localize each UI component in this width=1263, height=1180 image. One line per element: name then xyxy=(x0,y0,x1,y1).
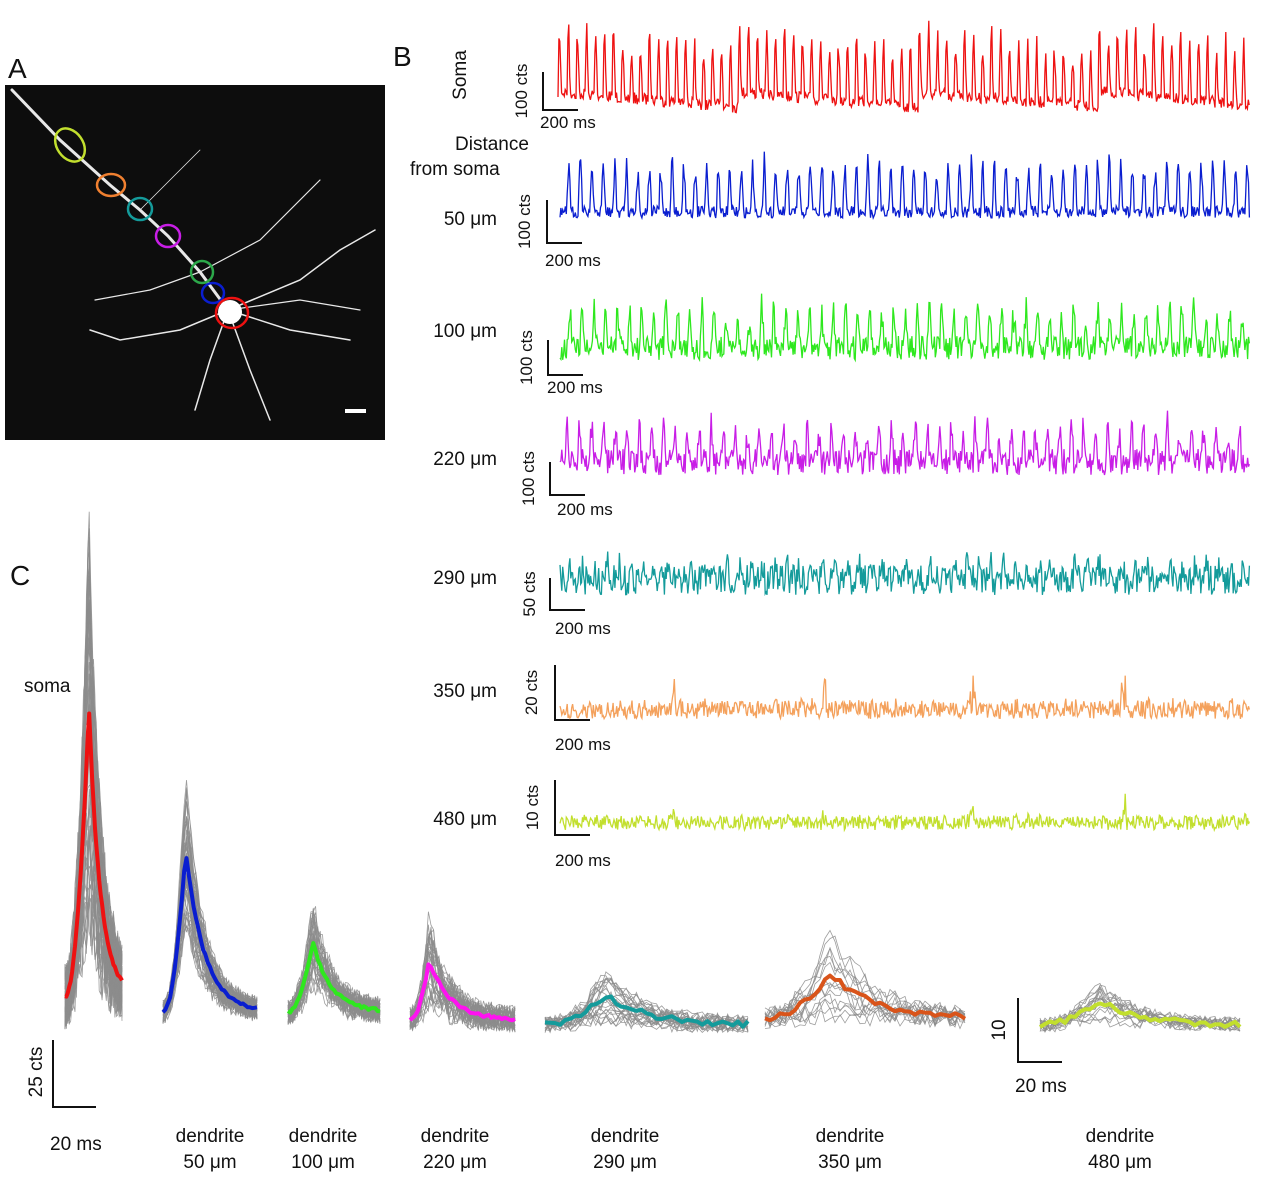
scale-bar xyxy=(554,780,590,836)
scale-y-label: 100 cts xyxy=(512,64,531,119)
trace-label: 220 μm xyxy=(423,1152,487,1173)
scale-bar xyxy=(549,578,585,611)
trace-label: dendrite xyxy=(289,1126,358,1147)
mean-trace xyxy=(161,856,258,1014)
scale-bar xyxy=(52,1040,96,1108)
trial-trace xyxy=(764,935,966,1027)
trace xyxy=(559,793,1251,833)
trial-trace xyxy=(764,993,966,1028)
trace-label: dendrite xyxy=(591,1126,660,1147)
trial-trace xyxy=(287,933,381,1024)
mean-trace xyxy=(408,962,516,1023)
distance-header: Distance xyxy=(455,134,529,155)
trace xyxy=(559,293,1251,363)
scale-y-label: 10 xyxy=(989,1019,1010,1040)
scale-y-label: 100 cts xyxy=(515,194,534,249)
scale-y-label: 100 cts xyxy=(519,451,538,506)
trial-trace xyxy=(544,971,749,1032)
row-label: Soma xyxy=(450,50,471,100)
trace-label: 290 μm xyxy=(593,1152,657,1173)
mean-trace xyxy=(544,994,750,1029)
mean-trace xyxy=(1038,1001,1242,1029)
panel-label: B xyxy=(393,41,412,72)
trial-trace xyxy=(64,865,123,1018)
scale-y-label: 100 cts xyxy=(517,330,536,385)
scale-bar xyxy=(542,72,578,111)
row-label: 480 μm xyxy=(433,809,497,830)
scale-bar xyxy=(547,340,583,376)
scale-x-label: 200 ms xyxy=(555,619,611,638)
mean-trace xyxy=(64,711,124,999)
distance-header: from soma xyxy=(410,159,500,180)
trial-trace xyxy=(544,998,749,1033)
panel-label: C xyxy=(10,560,30,591)
scale-y-label: 50 cts xyxy=(520,571,539,616)
trace-label: 350 μm xyxy=(818,1152,882,1173)
scale-x-label: 200 ms xyxy=(555,851,611,870)
scale-x-label: 200 ms xyxy=(547,378,603,397)
trace-label: dendrite xyxy=(176,1126,245,1147)
trial-trace xyxy=(764,929,966,1027)
mean-trace xyxy=(764,973,967,1023)
trial-trace xyxy=(162,794,258,1018)
scale-x-label: 200 ms xyxy=(545,251,601,270)
trace-label: 100 μm xyxy=(291,1152,355,1173)
scale-y-label: 10 cts xyxy=(523,785,542,830)
mean-trace xyxy=(286,941,381,1015)
scale-x-label: 200 ms xyxy=(557,500,613,519)
trace xyxy=(559,151,1251,221)
scale-x-label: 200 ms xyxy=(540,113,596,132)
trace xyxy=(559,551,1251,597)
trace xyxy=(559,410,1251,476)
row-label: 220 μm xyxy=(433,449,497,470)
trial-trace xyxy=(544,995,749,1032)
trace xyxy=(557,20,1250,114)
trace-label: dendrite xyxy=(1086,1126,1155,1147)
row-label: 50 μm xyxy=(444,209,497,230)
scale-bar xyxy=(549,462,585,496)
scale-x-label: 200 ms xyxy=(555,735,611,754)
row-label: 290 μm xyxy=(433,568,497,589)
scale-x-label: 20 ms xyxy=(1015,1076,1067,1097)
trace-label: dendrite xyxy=(816,1126,885,1147)
trace-label: 480 μm xyxy=(1088,1152,1152,1173)
scale-x-label: 20 ms xyxy=(50,1134,102,1155)
trace-label: dendrite xyxy=(421,1126,490,1147)
trace xyxy=(559,675,1251,721)
scale-y-label: 20 cts xyxy=(522,670,541,715)
scale-bar xyxy=(554,665,590,721)
soma-label: soma xyxy=(24,676,71,697)
panel-label: A xyxy=(8,53,27,84)
trial-trace xyxy=(1039,989,1241,1032)
trial-trace xyxy=(764,1005,966,1030)
row-label: 350 μm xyxy=(433,681,497,702)
trace-label: 50 μm xyxy=(183,1152,236,1173)
scale-bar xyxy=(1017,998,1062,1063)
scale-y-label: 25 cts xyxy=(26,1047,47,1098)
row-label: 100 μm xyxy=(433,321,497,342)
scale-bar xyxy=(546,200,582,244)
roi-markers xyxy=(53,127,250,330)
